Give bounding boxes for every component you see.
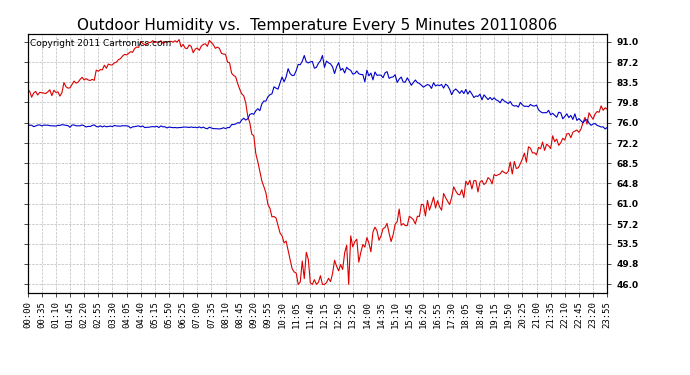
Text: Copyright 2011 Cartronics.com: Copyright 2011 Cartronics.com	[30, 39, 172, 48]
Title: Outdoor Humidity vs.  Temperature Every 5 Minutes 20110806: Outdoor Humidity vs. Temperature Every 5…	[77, 18, 558, 33]
